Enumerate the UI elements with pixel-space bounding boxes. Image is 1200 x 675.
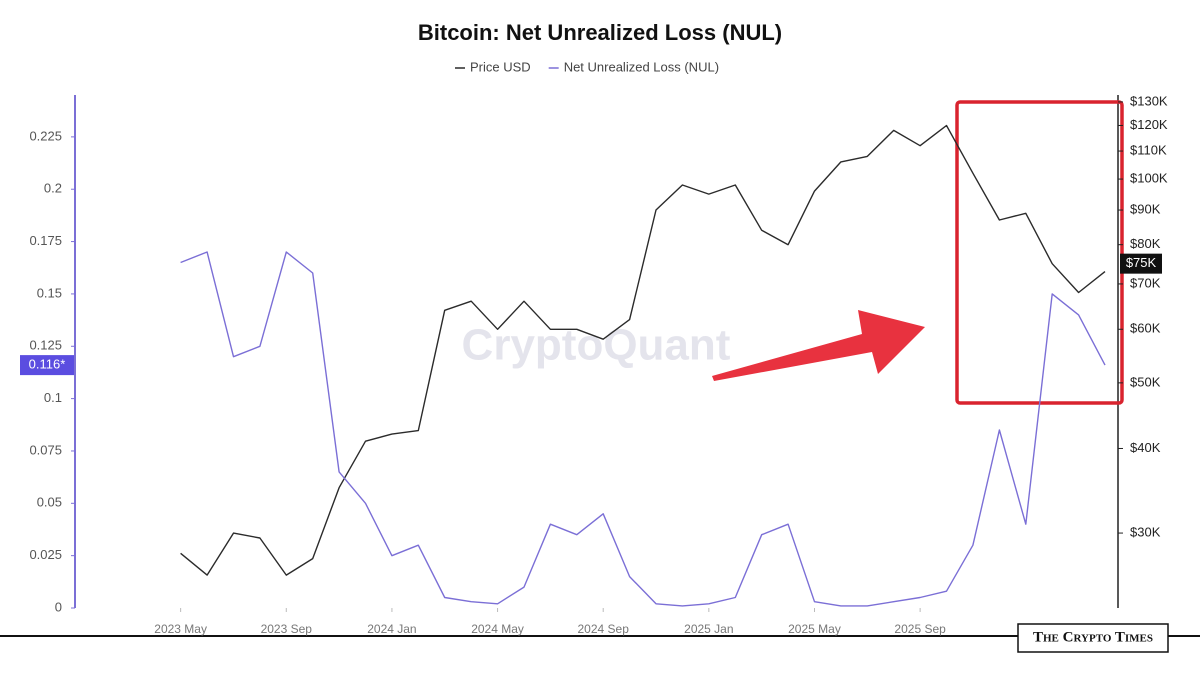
y2-tick-label: $50K [1130, 374, 1161, 389]
x-tick-label: 2025 May [788, 622, 841, 636]
series-line [180, 124, 1106, 576]
x-tick-label: 2023 Sep [261, 622, 313, 636]
highlight-box [955, 100, 1124, 405]
y-tick-label: 0.05 [37, 495, 62, 510]
y-tick-label: 0.175 [29, 233, 62, 248]
logo-box [1017, 623, 1169, 653]
y2-tick-label: $120K [1130, 117, 1168, 132]
x-tick-label: 2025 Sep [894, 622, 946, 636]
x-tick-label: 2025 Jan [684, 622, 733, 636]
y-tick-label: 0.075 [29, 442, 62, 457]
legend-label: Net Unrealized Loss (NUL) [564, 59, 719, 74]
chart-title: Bitcoin: Net Unrealized Loss (NUL) [418, 20, 782, 45]
y2-tick-label: $80K [1130, 236, 1161, 251]
value-badge-label: $75K [1126, 255, 1157, 270]
y2-tick-label: $90K [1130, 201, 1161, 216]
x-tick-label: 2024 May [471, 622, 524, 636]
y-tick-label: 0.025 [29, 547, 62, 562]
y2-tick-label: $70K [1130, 275, 1161, 290]
legend-label: Price USD [470, 59, 531, 74]
x-tick-label: 2024 Jan [367, 622, 416, 636]
y2-tick-label: $100K [1130, 171, 1168, 186]
series-line [180, 251, 1106, 607]
y2-tick-label: $30K [1130, 524, 1161, 539]
y-tick-label: 0.2 [44, 181, 62, 196]
y2-tick-label: $60K [1130, 321, 1161, 336]
y-tick-label: 0.225 [29, 128, 62, 143]
x-tick-label: 2023 May [154, 622, 207, 636]
y-tick-label: 0 [55, 599, 62, 614]
y2-tick-label: $40K [1130, 440, 1161, 455]
logo-text: The Crypto Times [1033, 629, 1153, 645]
value-badge-label: 0.116* [29, 357, 66, 372]
value-badge [20, 355, 74, 376]
y2-tick-label: $110K [1130, 142, 1167, 157]
value-badge [1120, 253, 1162, 274]
x-tick-label: 2024 Sep [578, 622, 630, 636]
y-tick-label: 0.15 [37, 285, 62, 300]
logo: The Crypto Times [1017, 623, 1169, 653]
arrow [712, 310, 925, 381]
y2-tick-label: $130K [1130, 93, 1168, 108]
y-tick-label: 0.1 [44, 390, 62, 405]
y-tick-label: 0.125 [29, 338, 62, 353]
watermark: CryptoQuant [462, 321, 731, 370]
